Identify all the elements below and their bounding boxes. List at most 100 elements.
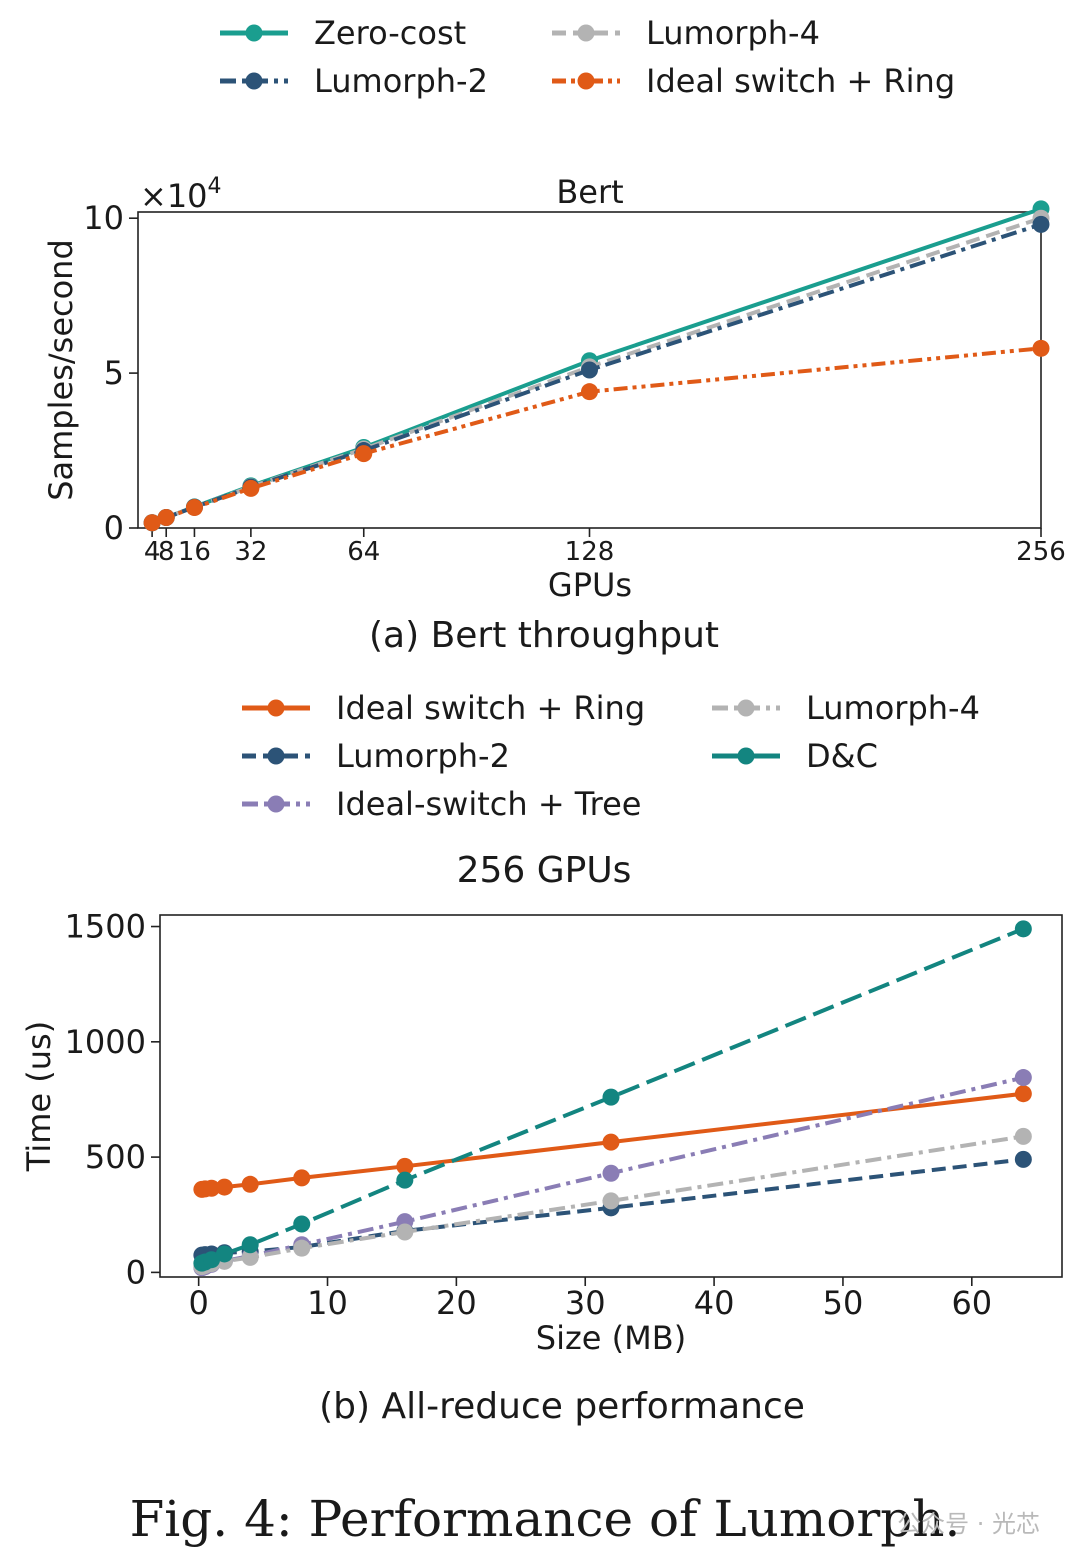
chart-a-ylabel: Samples/second bbox=[42, 239, 80, 501]
chart-a-data-point bbox=[143, 514, 161, 532]
chart-a-series bbox=[143, 200, 1050, 532]
chart-a-legend-label: Lumorph-2 bbox=[314, 62, 488, 100]
chart-a-legend-item-zero-cost: Zero-cost bbox=[220, 14, 466, 52]
all-reduce-chart: Ideal switch + Ring Lumorph-4 Lumorph-2 D&C… bbox=[20, 689, 1063, 1427]
chart-a-x-axis: 48 16 32 64 128 256 bbox=[144, 528, 1066, 567]
chart-a-y-tick-label: 5 bbox=[104, 354, 124, 392]
chart-b-data-point bbox=[602, 1088, 620, 1106]
chart-a-data-point bbox=[1032, 339, 1050, 357]
chart-b-x-axis: 0 10 20 30 40 50 60 bbox=[188, 1277, 992, 1322]
chart-b-legend-item-d-c: D&C bbox=[712, 737, 878, 775]
chart-b-y-tick-label: 1000 bbox=[65, 1023, 146, 1061]
chart-a-legend-marker bbox=[245, 72, 263, 90]
chart-a-legend-marker bbox=[577, 72, 595, 90]
chart-b-legend-marker bbox=[267, 795, 285, 813]
watermark: 公众号 · 光芯 bbox=[897, 1510, 1040, 1538]
chart-b-legend-item-ideal-switch-tree: Ideal-switch + Tree bbox=[242, 785, 641, 823]
chart-a-x-tick-label: 64 bbox=[347, 537, 380, 567]
chart-a-data-point bbox=[581, 383, 598, 401]
chart-b-data-point bbox=[1014, 1069, 1032, 1087]
chart-b-data-point bbox=[203, 1251, 221, 1269]
chart-b-x-tick-label: 0 bbox=[188, 1284, 208, 1322]
chart-b-data-point bbox=[293, 1215, 311, 1233]
chart-b-data-point bbox=[396, 1157, 414, 1175]
chart-b-data-point bbox=[396, 1223, 414, 1241]
chart-a-legend-marker bbox=[577, 24, 595, 42]
chart-b-data-point bbox=[1014, 1150, 1032, 1168]
legend-a: Zero-cost Lumorph-4 Lumorph-2 Ideal switch … bbox=[220, 14, 955, 100]
chart-a-legend-marker bbox=[245, 24, 263, 42]
chart-b-data-point bbox=[241, 1175, 259, 1193]
chart-a-x-tick-label: 8 bbox=[158, 537, 175, 567]
chart-b-legend-label: Ideal switch + Ring bbox=[336, 689, 645, 727]
chart-b-ylabel: Time (us) bbox=[20, 1021, 58, 1172]
chart-a-x-tick-label: 128 bbox=[565, 537, 615, 567]
chart-b-series-d-c bbox=[193, 920, 1032, 1272]
chart-a-data-point bbox=[157, 508, 175, 526]
chart-b-legend-marker bbox=[267, 699, 285, 717]
chart-b-data-point bbox=[215, 1245, 233, 1263]
chart-a-legend-label: Zero-cost bbox=[314, 14, 466, 52]
figure-caption: Fig. 4: Performance of Lumorph. bbox=[130, 1490, 961, 1548]
chart-b-data-point bbox=[241, 1248, 259, 1266]
chart-b-x-tick-label: 40 bbox=[694, 1284, 735, 1322]
chart-a-caption: (a) Bert throughput bbox=[369, 615, 719, 656]
chart-b-x-tick-label: 10 bbox=[307, 1284, 348, 1322]
chart-b-y-tick-label: 500 bbox=[85, 1138, 146, 1176]
chart-b-plot-area bbox=[159, 914, 1063, 1278]
chart-a-x-tick-label: 16 bbox=[178, 537, 211, 567]
chart-b-data-point bbox=[602, 1164, 620, 1182]
chart-a-x-tick-label: 256 bbox=[1016, 537, 1066, 567]
chart-b-data-point bbox=[215, 1178, 233, 1196]
chart-a-x-tick-label: 4 bbox=[144, 537, 161, 567]
chart-a-legend-item-ideal-switch-ring: Ideal switch + Ring bbox=[552, 62, 955, 100]
chart-b-legend-label: Lumorph-4 bbox=[806, 689, 980, 727]
chart-b-data-point bbox=[602, 1133, 620, 1151]
chart-b-data-point bbox=[602, 1192, 620, 1210]
chart-a-multiplier: ×104 bbox=[140, 174, 222, 215]
chart-b-legend-item-lumorph-2: Lumorph-2 bbox=[242, 737, 510, 775]
chart-b-data-point bbox=[293, 1169, 311, 1187]
chart-b-data-point bbox=[1014, 1085, 1032, 1103]
chart-b-legend-item-lumorph-4: Lumorph-4 bbox=[712, 689, 980, 727]
chart-b-series-ideal-switch-ring bbox=[193, 1085, 1032, 1198]
chart-a-title: Bert bbox=[556, 173, 623, 211]
chart-b-title: 256 GPUs bbox=[457, 850, 632, 891]
chart-b-x-tick-label: 30 bbox=[565, 1284, 606, 1322]
chart-b-caption: (b) All-reduce performance bbox=[319, 1386, 805, 1427]
chart-a-y-tick-label: 0 bbox=[104, 509, 124, 547]
chart-b-data-point bbox=[1014, 1127, 1032, 1145]
chart-b-legend-label: D&C bbox=[806, 737, 878, 775]
chart-a-data-point bbox=[185, 499, 203, 517]
chart-b-data-point bbox=[241, 1236, 259, 1254]
chart-b-series bbox=[193, 920, 1032, 1277]
chart-b-legend-marker bbox=[737, 747, 755, 765]
chart-b-xlabel: Size (MB) bbox=[536, 1319, 686, 1357]
chart-b-x-tick-label: 20 bbox=[436, 1284, 477, 1322]
chart-a-data-point bbox=[355, 445, 373, 463]
chart-a-multiplier-base: ×10 bbox=[140, 177, 208, 215]
chart-b-data-point bbox=[203, 1179, 221, 1197]
bert-throughput-chart: Zero-cost Lumorph-4 Lumorph-2 Ideal switch … bbox=[42, 14, 1066, 656]
chart-b-y-axis: 0 500 1000 1500 bbox=[65, 908, 160, 1291]
chart-a-legend-label: Ideal switch + Ring bbox=[646, 62, 955, 100]
chart-b-x-tick-label: 50 bbox=[823, 1284, 864, 1322]
chart-a-series-ideal-switch-ring bbox=[143, 339, 1050, 532]
chart-b-y-tick-label: 0 bbox=[126, 1253, 146, 1291]
chart-a-data-point bbox=[1032, 215, 1050, 233]
chart-b-legend-marker bbox=[267, 747, 285, 765]
chart-a-y-tick-label: 10 bbox=[83, 199, 124, 237]
chart-b-legend-label: Lumorph-2 bbox=[336, 737, 510, 775]
chart-b-legend-label: Ideal-switch + Tree bbox=[336, 785, 641, 823]
chart-a-data-point bbox=[581, 361, 598, 379]
chart-a-y-axis: 0 5 10 bbox=[83, 199, 138, 547]
chart-a-legend-item-lumorph-2: Lumorph-2 bbox=[220, 62, 488, 100]
chart-a-xlabel: GPUs bbox=[548, 566, 632, 604]
chart-b-y-tick-label: 1500 bbox=[65, 908, 146, 946]
chart-b-data-point bbox=[1014, 920, 1032, 938]
chart-a-data-point bbox=[242, 479, 260, 497]
legend-b: Ideal switch + Ring Lumorph-4 Lumorph-2 D&C… bbox=[242, 689, 980, 823]
chart-b-legend-item-ideal-switch-ring: Ideal switch + Ring bbox=[242, 689, 645, 727]
chart-a-series-lumorph-2 bbox=[143, 215, 1050, 532]
